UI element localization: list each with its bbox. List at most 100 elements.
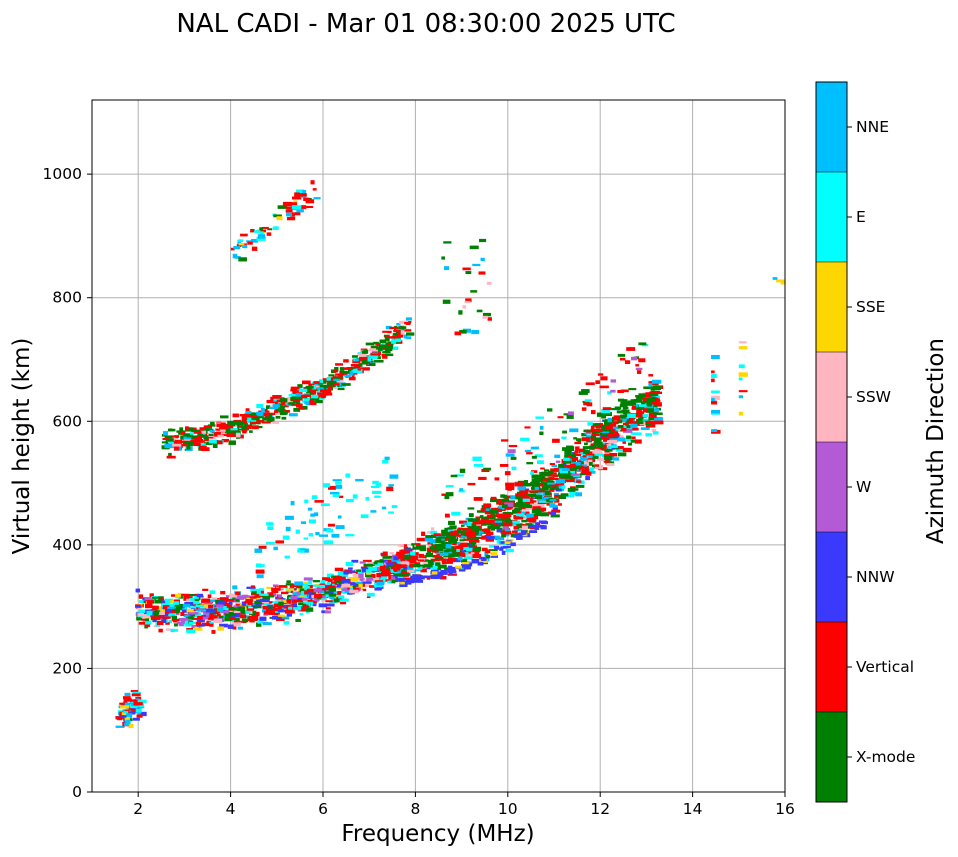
echo-point-vertical — [285, 209, 293, 213]
echo-point-vertical — [244, 600, 249, 604]
echo-point-x-mode — [441, 529, 448, 534]
echo-point-nnw — [196, 593, 203, 598]
echo-point-w — [555, 460, 561, 464]
echo-point-vertical — [387, 331, 392, 334]
echo-point-x-mode — [361, 360, 368, 365]
echo-point-x-mode — [601, 425, 610, 431]
echo-point-e — [456, 548, 460, 553]
echo-point-vertical — [327, 523, 335, 527]
echo-point-e — [365, 496, 370, 501]
echo-point-vertical — [645, 423, 656, 428]
echo-point-nne — [640, 427, 650, 430]
echo-point-nne — [384, 456, 390, 460]
echo-point-vertical — [115, 716, 124, 720]
echo-point-vertical — [216, 613, 221, 617]
echo-point-nnw — [131, 710, 138, 713]
echo-point-vertical — [225, 598, 235, 602]
echo-point-e — [339, 598, 349, 602]
echo-point-vertical — [628, 421, 637, 424]
echo-point-nne — [389, 474, 399, 479]
echo-point-x-mode — [558, 496, 567, 499]
echo-point-vertical — [190, 617, 199, 620]
echo-point-x-mode — [441, 256, 445, 260]
echo-point-e — [256, 589, 261, 595]
echo-point-vertical — [242, 429, 247, 434]
echo-point-w — [343, 587, 348, 592]
echo-point-x-mode — [564, 449, 572, 455]
echo-point-x-mode — [288, 594, 292, 599]
echo-point-x-mode — [154, 599, 162, 604]
echo-point-x-mode — [224, 617, 233, 622]
echo-point-ssw — [357, 353, 367, 357]
echo-point-x-mode — [468, 513, 474, 517]
echo-point-nne — [607, 417, 612, 423]
echo-point-vertical — [144, 603, 153, 609]
echo-point-x-mode — [251, 613, 258, 617]
echo-point-e — [338, 595, 345, 599]
echo-point-x-mode — [638, 342, 647, 346]
echo-point-w — [144, 597, 154, 601]
echo-point-vertical — [233, 620, 244, 623]
echo-point-e — [308, 519, 317, 524]
echo-point-x-mode — [286, 580, 291, 584]
echo-point-nne — [115, 725, 125, 728]
echo-point-x-mode — [617, 353, 626, 357]
echo-point-vertical — [264, 410, 270, 413]
echo-point-x-mode — [267, 606, 274, 609]
echo-point-nnw — [131, 707, 140, 710]
echo-point-x-mode — [604, 423, 611, 427]
echo-point-x-mode — [288, 402, 295, 405]
echo-point-e — [711, 390, 720, 394]
echo-point-nne — [269, 406, 279, 410]
echo-point-x-mode — [448, 520, 456, 526]
echo-point-x-mode — [591, 464, 597, 468]
echo-point-x-mode — [469, 544, 474, 548]
echo-point-e — [357, 352, 362, 356]
echo-point-vertical — [379, 565, 385, 570]
echo-point-vertical — [278, 585, 288, 588]
echo-point-x-mode — [379, 559, 384, 563]
echo-point-w — [178, 623, 184, 627]
echo-point-ssw — [275, 412, 285, 415]
echo-point-vertical — [590, 438, 598, 441]
echo-point-vertical — [250, 585, 255, 589]
echo-point-x-mode — [649, 392, 657, 397]
echo-point-vertical — [236, 244, 242, 248]
echo-point-x-mode — [168, 452, 172, 457]
echo-point-vertical — [472, 554, 482, 559]
echo-point-vertical — [389, 336, 398, 339]
echo-point-ssw — [371, 577, 380, 581]
echo-point-vertical — [642, 408, 649, 413]
colorbar-segment-sse — [816, 262, 847, 352]
echo-point-sse — [124, 716, 130, 722]
echo-point-vertical — [280, 591, 289, 595]
echo-point-x-mode — [263, 417, 269, 421]
echo-point-nnw — [336, 583, 341, 587]
echo-point-vertical — [138, 594, 144, 599]
echo-point-nne — [530, 446, 539, 450]
echo-point-vertical — [162, 438, 169, 441]
echo-point-nnw — [461, 550, 467, 553]
echo-point-nne — [294, 581, 304, 586]
echo-point-nnw — [490, 554, 499, 558]
colorbar-tick-label: X-mode — [856, 748, 915, 766]
echo-point-ssw — [349, 589, 359, 594]
echo-point-vertical — [146, 624, 151, 627]
echo-point-x-mode — [358, 363, 363, 367]
echo-point-x-mode — [278, 601, 284, 606]
echo-point-e — [311, 384, 317, 390]
echo-point-vertical — [645, 392, 651, 395]
echo-point-vertical — [201, 622, 210, 627]
echo-point-nne — [478, 530, 484, 534]
echo-point-vertical — [335, 576, 340, 581]
echo-point-x-mode — [467, 507, 475, 510]
echo-point-x-mode — [594, 441, 603, 445]
echo-point-x-mode — [418, 564, 426, 568]
echo-point-vertical — [331, 581, 338, 585]
echo-point-x-mode — [470, 518, 479, 522]
echo-point-x-mode — [365, 342, 375, 346]
echo-point-vertical — [451, 532, 456, 535]
echo-point-e — [291, 591, 300, 594]
echo-point-ssw — [521, 525, 528, 530]
